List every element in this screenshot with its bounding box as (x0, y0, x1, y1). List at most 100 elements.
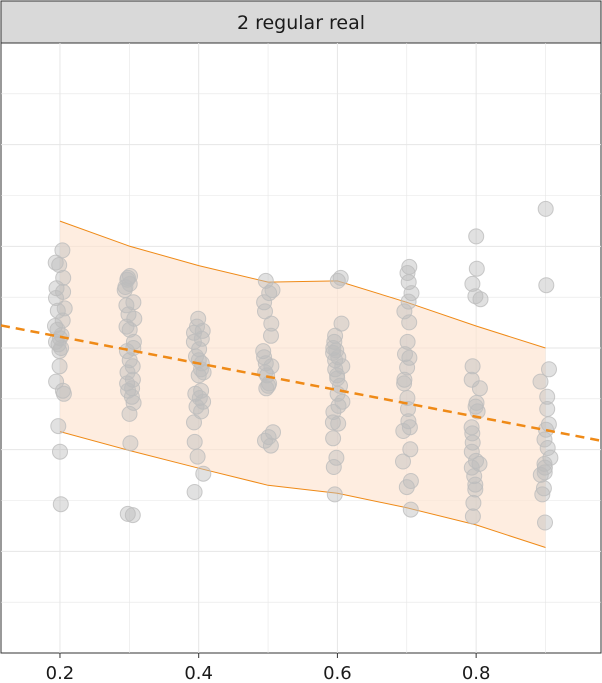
data-point (536, 431, 553, 448)
x-tick-label: 0.2 (46, 663, 75, 683)
data-point (329, 272, 346, 289)
data-point (395, 453, 411, 470)
data-point (122, 435, 139, 452)
data-point (532, 466, 549, 483)
panel-strip: 2 regular real (0, 0, 602, 44)
data-point (468, 228, 485, 245)
data-point (464, 508, 481, 525)
data-point (186, 433, 203, 450)
data-point (188, 398, 205, 415)
x-axis: 0.2 0.4 0.6 0.8 (46, 653, 491, 683)
data-point (471, 380, 488, 397)
data-point (396, 375, 413, 392)
data-point (465, 494, 482, 511)
data-point (52, 496, 69, 513)
data-point (396, 371, 413, 388)
band-lower-edge (59, 431, 546, 548)
band-upper-edge (59, 220, 546, 349)
data-point (539, 440, 556, 456)
data-point (542, 449, 559, 466)
trend-line-group (0, 324, 602, 442)
x-tick-label: 0.6 (323, 663, 352, 683)
data-point (400, 293, 417, 310)
data-point (195, 364, 212, 381)
data-point (119, 505, 136, 522)
data-point (118, 318, 135, 335)
data-point (325, 430, 342, 447)
data-point (186, 414, 202, 431)
data-point (263, 315, 280, 332)
data-point (255, 343, 272, 360)
data-point (395, 423, 412, 439)
x-tick-label: 0.8 (462, 663, 491, 683)
data-point (532, 373, 549, 390)
data-point (399, 333, 416, 350)
data-point (124, 358, 141, 375)
data-point (538, 277, 555, 294)
data-point (539, 401, 556, 417)
data-point (260, 377, 277, 394)
data-point (51, 358, 68, 375)
data-point (123, 388, 140, 405)
data-point (401, 349, 418, 366)
data-point (263, 327, 279, 344)
data-point (401, 314, 418, 331)
data-point (193, 361, 209, 378)
data-point (466, 468, 483, 485)
data-point (325, 459, 342, 475)
data-point (51, 343, 68, 360)
trend-line (0, 324, 602, 442)
data-point (186, 484, 203, 500)
data-point (472, 291, 489, 308)
data-point (463, 371, 480, 388)
data-point (402, 441, 419, 458)
panel-title: 2 regular real (237, 12, 365, 34)
data-point (258, 380, 275, 397)
data-point (537, 514, 553, 531)
data-point (195, 465, 212, 482)
data-point (48, 373, 65, 390)
data-point (261, 285, 278, 302)
data-point (328, 449, 345, 466)
data-point (325, 340, 342, 356)
data-point (326, 486, 343, 503)
data-point (193, 330, 210, 347)
data-point (536, 459, 553, 476)
data-point (257, 272, 274, 289)
data-point (50, 418, 67, 435)
data-point (399, 359, 416, 376)
data-point (190, 367, 207, 384)
data-point (541, 361, 557, 378)
data-point (467, 288, 484, 305)
data-point (402, 501, 419, 518)
data-point (55, 385, 72, 402)
data-point (121, 405, 138, 422)
data-point (400, 401, 416, 417)
data-point (468, 260, 485, 277)
data-point (48, 290, 64, 306)
data-point (332, 269, 349, 286)
data-point (330, 349, 347, 366)
data-point (189, 448, 206, 465)
data-point (49, 302, 66, 319)
data-point (535, 480, 552, 497)
data-point (263, 358, 280, 375)
data-point (539, 388, 556, 405)
data-point (262, 437, 279, 454)
data-point (464, 425, 481, 442)
panel-strip-background (0, 0, 602, 44)
data-point (464, 275, 481, 292)
data-point (400, 413, 417, 430)
data-point (324, 414, 341, 431)
data-point (537, 200, 554, 217)
data-point (398, 479, 415, 496)
data-point (52, 443, 68, 460)
data-point (330, 415, 347, 432)
data-points (47, 200, 559, 531)
data-point (121, 321, 138, 338)
data-point (467, 481, 484, 498)
x-tick-label: 0.4 (184, 663, 213, 683)
data-point (463, 443, 480, 460)
data-point (265, 424, 281, 441)
